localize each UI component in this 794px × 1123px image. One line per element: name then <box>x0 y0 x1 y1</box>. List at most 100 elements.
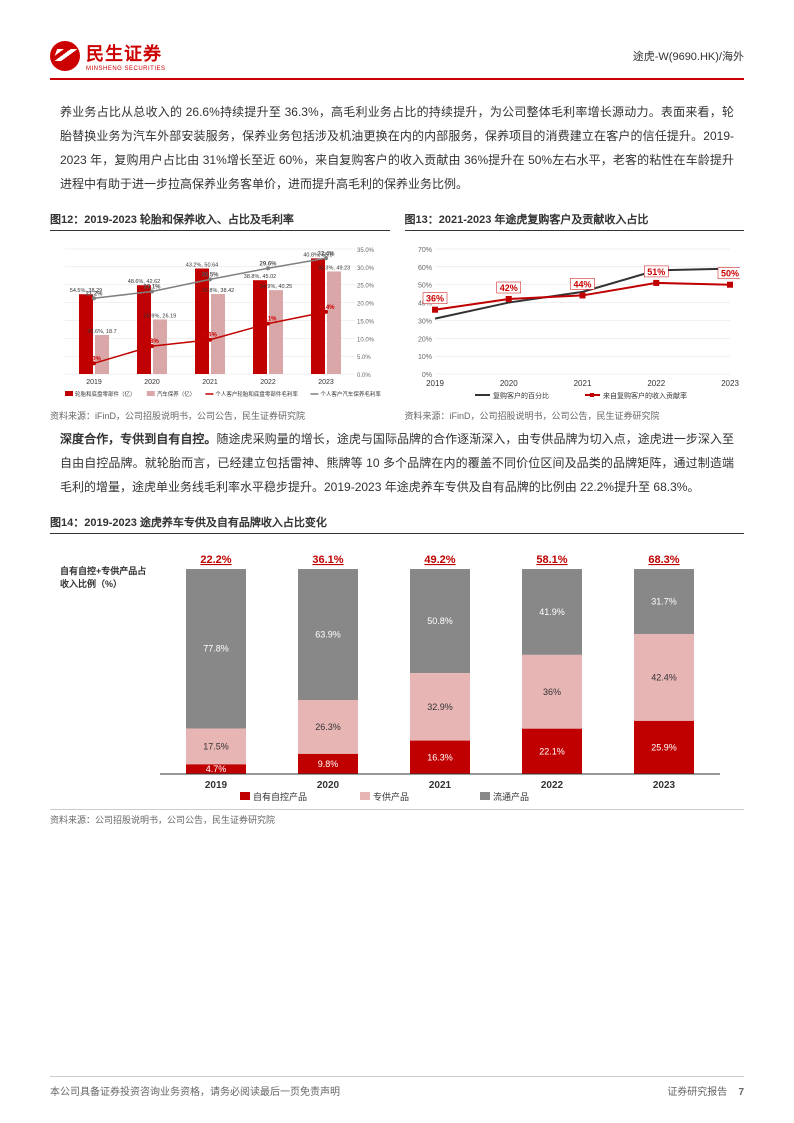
logo-text-cn: 民生证券 <box>86 40 166 66</box>
svg-text:3.0%: 3.0% <box>87 356 101 362</box>
page-header: 民生证券 MINSHENG SECURITIES 途虎-W(9690.HK)/海… <box>50 40 744 80</box>
svg-text:2021: 2021 <box>429 780 452 791</box>
svg-text:43.2%, 50.64: 43.2%, 50.64 <box>186 263 218 269</box>
svg-text:31.7%: 31.7% <box>651 596 677 606</box>
svg-text:9.6%: 9.6% <box>203 333 217 339</box>
svg-text:77.8%: 77.8% <box>203 644 229 654</box>
fig12-chart: 0.0%5.0%10.0%15.0%20.0%25.0%30.0%35.0%54… <box>50 239 390 404</box>
fig14-source: 资料来源：公司招股说明书，公司公告，民生证券研究院 <box>50 809 744 826</box>
logo: 民生证券 MINSHENG SECURITIES <box>50 40 166 72</box>
svg-text:51%: 51% <box>647 267 665 277</box>
svg-text:50%: 50% <box>720 269 738 279</box>
svg-text:49.2%: 49.2% <box>424 554 455 566</box>
svg-text:38.8%, 45.02: 38.8%, 45.02 <box>244 274 276 280</box>
svg-text:2022: 2022 <box>647 379 665 388</box>
svg-text:个人客户轮胎和底盘零部件毛利率: 个人客户轮胎和底盘零部件毛利率 <box>215 390 298 398</box>
svg-text:26.6%, 18.7: 26.6%, 18.7 <box>87 329 116 335</box>
svg-text:34.9%, 40.25: 34.9%, 40.25 <box>260 284 292 290</box>
svg-text:42%: 42% <box>499 283 517 293</box>
svg-text:收入比例（%）: 收入比例（%） <box>60 578 122 589</box>
svg-text:2020: 2020 <box>317 780 340 791</box>
svg-text:68.3%: 68.3% <box>648 554 679 566</box>
svg-text:25.0%: 25.0% <box>357 284 375 290</box>
footer-report-label: 证券研究报告 <box>667 1087 727 1098</box>
fig14-chart: 自有自控+专供产品占收入比例（%） 77.8% 17.5% 4.7% 22.2% 2019… <box>50 544 744 804</box>
svg-text:2019: 2019 <box>205 780 228 791</box>
svg-text:10%: 10% <box>417 354 431 361</box>
svg-text:50%: 50% <box>417 283 431 290</box>
svg-text:50.8%: 50.8% <box>427 616 453 626</box>
svg-text:70%: 70% <box>417 247 431 254</box>
fig12-source: 资料来源：iFinD，公司招股说明书，公司公告，民生证券研究院 <box>50 409 390 422</box>
svg-text:2020: 2020 <box>499 379 517 388</box>
svg-text:0%: 0% <box>421 372 431 379</box>
para2-lead: 深度合作，专供到自有自控。 <box>60 432 216 446</box>
svg-text:22.2%: 22.2% <box>200 554 231 566</box>
svg-text:复购客户的百分比: 复购客户的百分比 <box>493 391 549 400</box>
footer-page-num: 7 <box>738 1087 744 1098</box>
svg-text:5.0%: 5.0% <box>357 355 371 361</box>
logo-icon <box>50 41 80 71</box>
svg-text:26.5%: 26.5% <box>201 272 219 278</box>
svg-text:流通产品: 流通产品 <box>493 791 529 802</box>
svg-text:2021: 2021 <box>202 379 218 386</box>
svg-text:25.9%: 25.9% <box>651 742 677 752</box>
svg-text:17.5%: 17.5% <box>203 741 229 751</box>
fig14-title: 图14：2019-2023 途虎养车专供及自有品牌收入占比变化 <box>50 514 744 534</box>
fig13-title: 图13：2021-2023 年途虎复购客户及贡献收入占比 <box>405 211 745 231</box>
footer-disclaimer: 本公司具备证券投资咨询业务资格，请务必阅读最后一页免责声明 <box>50 1083 340 1098</box>
svg-text:2021: 2021 <box>573 379 591 388</box>
svg-text:63.9%: 63.9% <box>315 629 341 639</box>
svg-text:9.8%: 9.8% <box>318 759 339 769</box>
svg-text:2022: 2022 <box>260 379 276 386</box>
header-stock-info: 途虎-W(9690.HK)/海外 <box>633 48 744 64</box>
svg-text:60%: 60% <box>417 265 431 272</box>
svg-text:轮胎和底盘零部件（亿）: 轮胎和底盘零部件（亿） <box>75 390 136 398</box>
svg-text:36.3%, 49.23: 36.3%, 49.23 <box>318 265 350 271</box>
fig13-chart: 0%10%20%30%40%50%60%70%20192020202120222… <box>405 239 745 404</box>
svg-text:42.4%: 42.4% <box>651 672 677 682</box>
svg-text:16.3%: 16.3% <box>427 752 453 762</box>
svg-text:32.9%: 32.9% <box>427 702 453 712</box>
svg-text:汽车保养（亿）: 汽车保养（亿） <box>157 390 196 398</box>
svg-text:2022: 2022 <box>541 780 564 791</box>
svg-text:32.4%: 32.4% <box>317 251 335 257</box>
svg-text:个人客户汽车保养毛利率: 个人客户汽车保养毛利率 <box>320 390 381 398</box>
svg-text:23.1%: 23.1% <box>143 285 161 291</box>
fig13-source: 资料来源：iFinD，公司招股说明书，公司公告，民生证券研究院 <box>405 409 745 422</box>
svg-text:0.0%: 0.0% <box>357 373 371 379</box>
svg-text:36.1%: 36.1% <box>312 554 343 566</box>
svg-text:4.7%: 4.7% <box>206 764 227 774</box>
svg-text:26.3%: 26.3% <box>315 722 341 732</box>
svg-text:22.1%: 22.1% <box>539 746 565 756</box>
svg-text:14.1%: 14.1% <box>259 317 277 323</box>
svg-text:36%: 36% <box>425 294 443 304</box>
svg-text:10.0%: 10.0% <box>357 337 375 343</box>
svg-text:2019: 2019 <box>426 379 444 388</box>
svg-text:41.9%: 41.9% <box>539 607 565 617</box>
svg-text:自有自控产品: 自有自控产品 <box>253 791 307 802</box>
svg-text:20.0%: 20.0% <box>357 302 375 308</box>
svg-text:20%: 20% <box>417 336 431 343</box>
svg-text:36%: 36% <box>543 687 561 697</box>
svg-text:32.8%, 38.42: 32.8%, 38.42 <box>202 288 234 294</box>
svg-text:29.6%: 29.6% <box>259 261 277 267</box>
svg-text:2023: 2023 <box>318 379 334 386</box>
logo-text-en: MINSHENG SECURITIES <box>86 66 166 72</box>
page-footer: 本公司具备证券投资咨询业务资格，请务必阅读最后一页免责声明 证券研究报告 7 <box>50 1076 744 1098</box>
svg-text:35.0%: 35.0% <box>357 248 375 254</box>
svg-text:58.1%: 58.1% <box>536 554 567 566</box>
svg-text:自有自控+专供产品占: 自有自控+专供产品占 <box>60 565 146 576</box>
svg-text:2023: 2023 <box>653 780 676 791</box>
svg-text:专供产品: 专供产品 <box>373 791 409 802</box>
paragraph-1: 养业务占比从总收入的 26.6%持续提升至 36.3%，高毛利业务占比的持续提升… <box>50 100 744 196</box>
svg-text:44%: 44% <box>573 279 591 289</box>
svg-text:30.0%: 30.0% <box>357 266 375 272</box>
svg-text:30%: 30% <box>417 318 431 325</box>
svg-text:来自复购客户的收入贡献率: 来自复购客户的收入贡献率 <box>603 391 687 400</box>
svg-text:2023: 2023 <box>721 379 739 388</box>
svg-text:15.0%: 15.0% <box>357 319 375 325</box>
svg-text:17.4%: 17.4% <box>317 305 335 311</box>
fig12-title: 图12：2019-2023 轮胎和保养收入、占比及毛利率 <box>50 211 390 231</box>
svg-text:29.9%, 26.19: 29.9%, 26.19 <box>144 313 176 319</box>
